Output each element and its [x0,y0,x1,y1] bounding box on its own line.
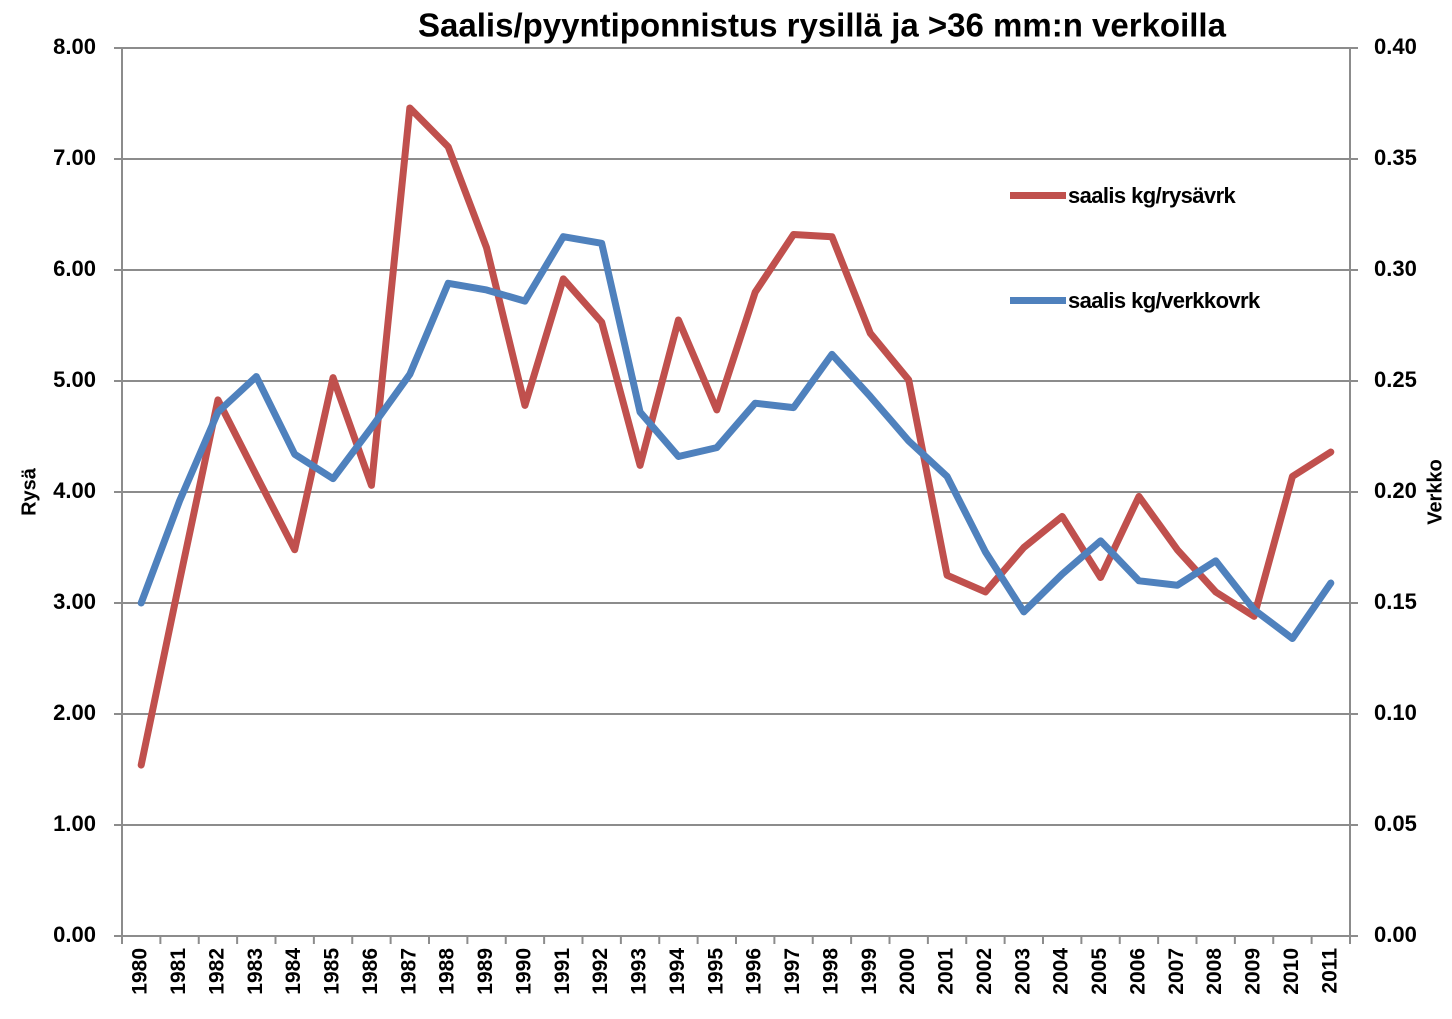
x-tick-label: 1998 [819,948,842,995]
x-tick-label: 1992 [589,948,612,995]
y2-tick-label: 0.10 [1374,700,1417,725]
x-tick-label: 1982 [205,948,228,995]
x-tick-label: 2003 [1011,948,1034,995]
x-tick-label: 1997 [781,948,804,995]
y-tick-label: 6.00 [53,256,96,281]
x-tick-label: 2008 [1203,948,1226,995]
y-tick-label: 5.00 [53,367,96,392]
y-axis-label: Rysä [18,467,40,516]
y-tick-label: 2.00 [53,700,96,725]
x-tick-label: 1980 [129,948,152,995]
x-tick-label: 1996 [743,948,766,995]
x-tick-label: 1993 [628,948,651,995]
y2-tick-label: 0.15 [1374,589,1417,614]
x-tick-label: 1995 [704,948,727,995]
x-tick-label: 1981 [167,948,190,995]
x-tick-label: 2005 [1088,948,1111,995]
x-tick-label: 1994 [666,948,689,995]
legend-swatch [1010,192,1066,199]
y2-axis-label: Verkko [1424,459,1446,525]
x-tick-label: 2010 [1280,948,1303,995]
x-tick-label: 2000 [896,948,919,995]
y-tick-label: 3.00 [53,589,96,614]
y2-tick-label: 0.05 [1374,811,1417,836]
y-tick-label: 8.00 [53,34,96,59]
x-tick-label: 2011 [1318,948,1341,994]
x-tick-label: 1991 [551,948,574,995]
series-line [137,104,1335,769]
y-tick-label: 1.00 [53,811,96,836]
series-line [137,233,1335,643]
y2-tick-label: 0.20 [1374,478,1417,503]
chart-title: Saalis/pyyntiponnistus rysillä ja >36 mm… [418,7,1227,44]
y2-tick-label: 0.00 [1374,922,1417,947]
legend-label: saalis kg/verkkovrk [1068,288,1260,313]
x-tick-label: 1999 [858,948,881,995]
x-tick-label: 1985 [321,948,344,995]
y-tick-label: 0.00 [53,922,96,947]
x-tick-label: 1990 [512,948,535,995]
y2-tick-label: 0.30 [1374,256,1417,281]
y2-tick-label: 0.35 [1374,145,1417,170]
x-tick-label: 2006 [1126,948,1149,995]
x-tick-label: 1987 [397,948,420,995]
y-tick-label: 4.00 [53,478,96,503]
y-tick-label: 7.00 [53,145,96,170]
x-tick-label: 2001 [935,948,958,995]
x-tick-label: 1984 [282,948,305,995]
y2-tick-label: 0.40 [1374,34,1417,59]
legend-label: saalis kg/rysävrk [1068,183,1236,208]
x-tick-label: 1986 [359,948,382,995]
x-tick-label: 1983 [244,948,267,995]
x-tick-label: 1988 [436,948,459,995]
x-tick-label: 2009 [1242,948,1265,995]
legend-swatch [1010,297,1066,304]
x-tick-label: 1989 [474,948,497,995]
x-tick-label: 2004 [1050,948,1073,995]
x-tick-label: 2007 [1165,948,1188,995]
y2-tick-label: 0.25 [1374,367,1417,392]
x-tick-label: 2002 [973,948,996,995]
